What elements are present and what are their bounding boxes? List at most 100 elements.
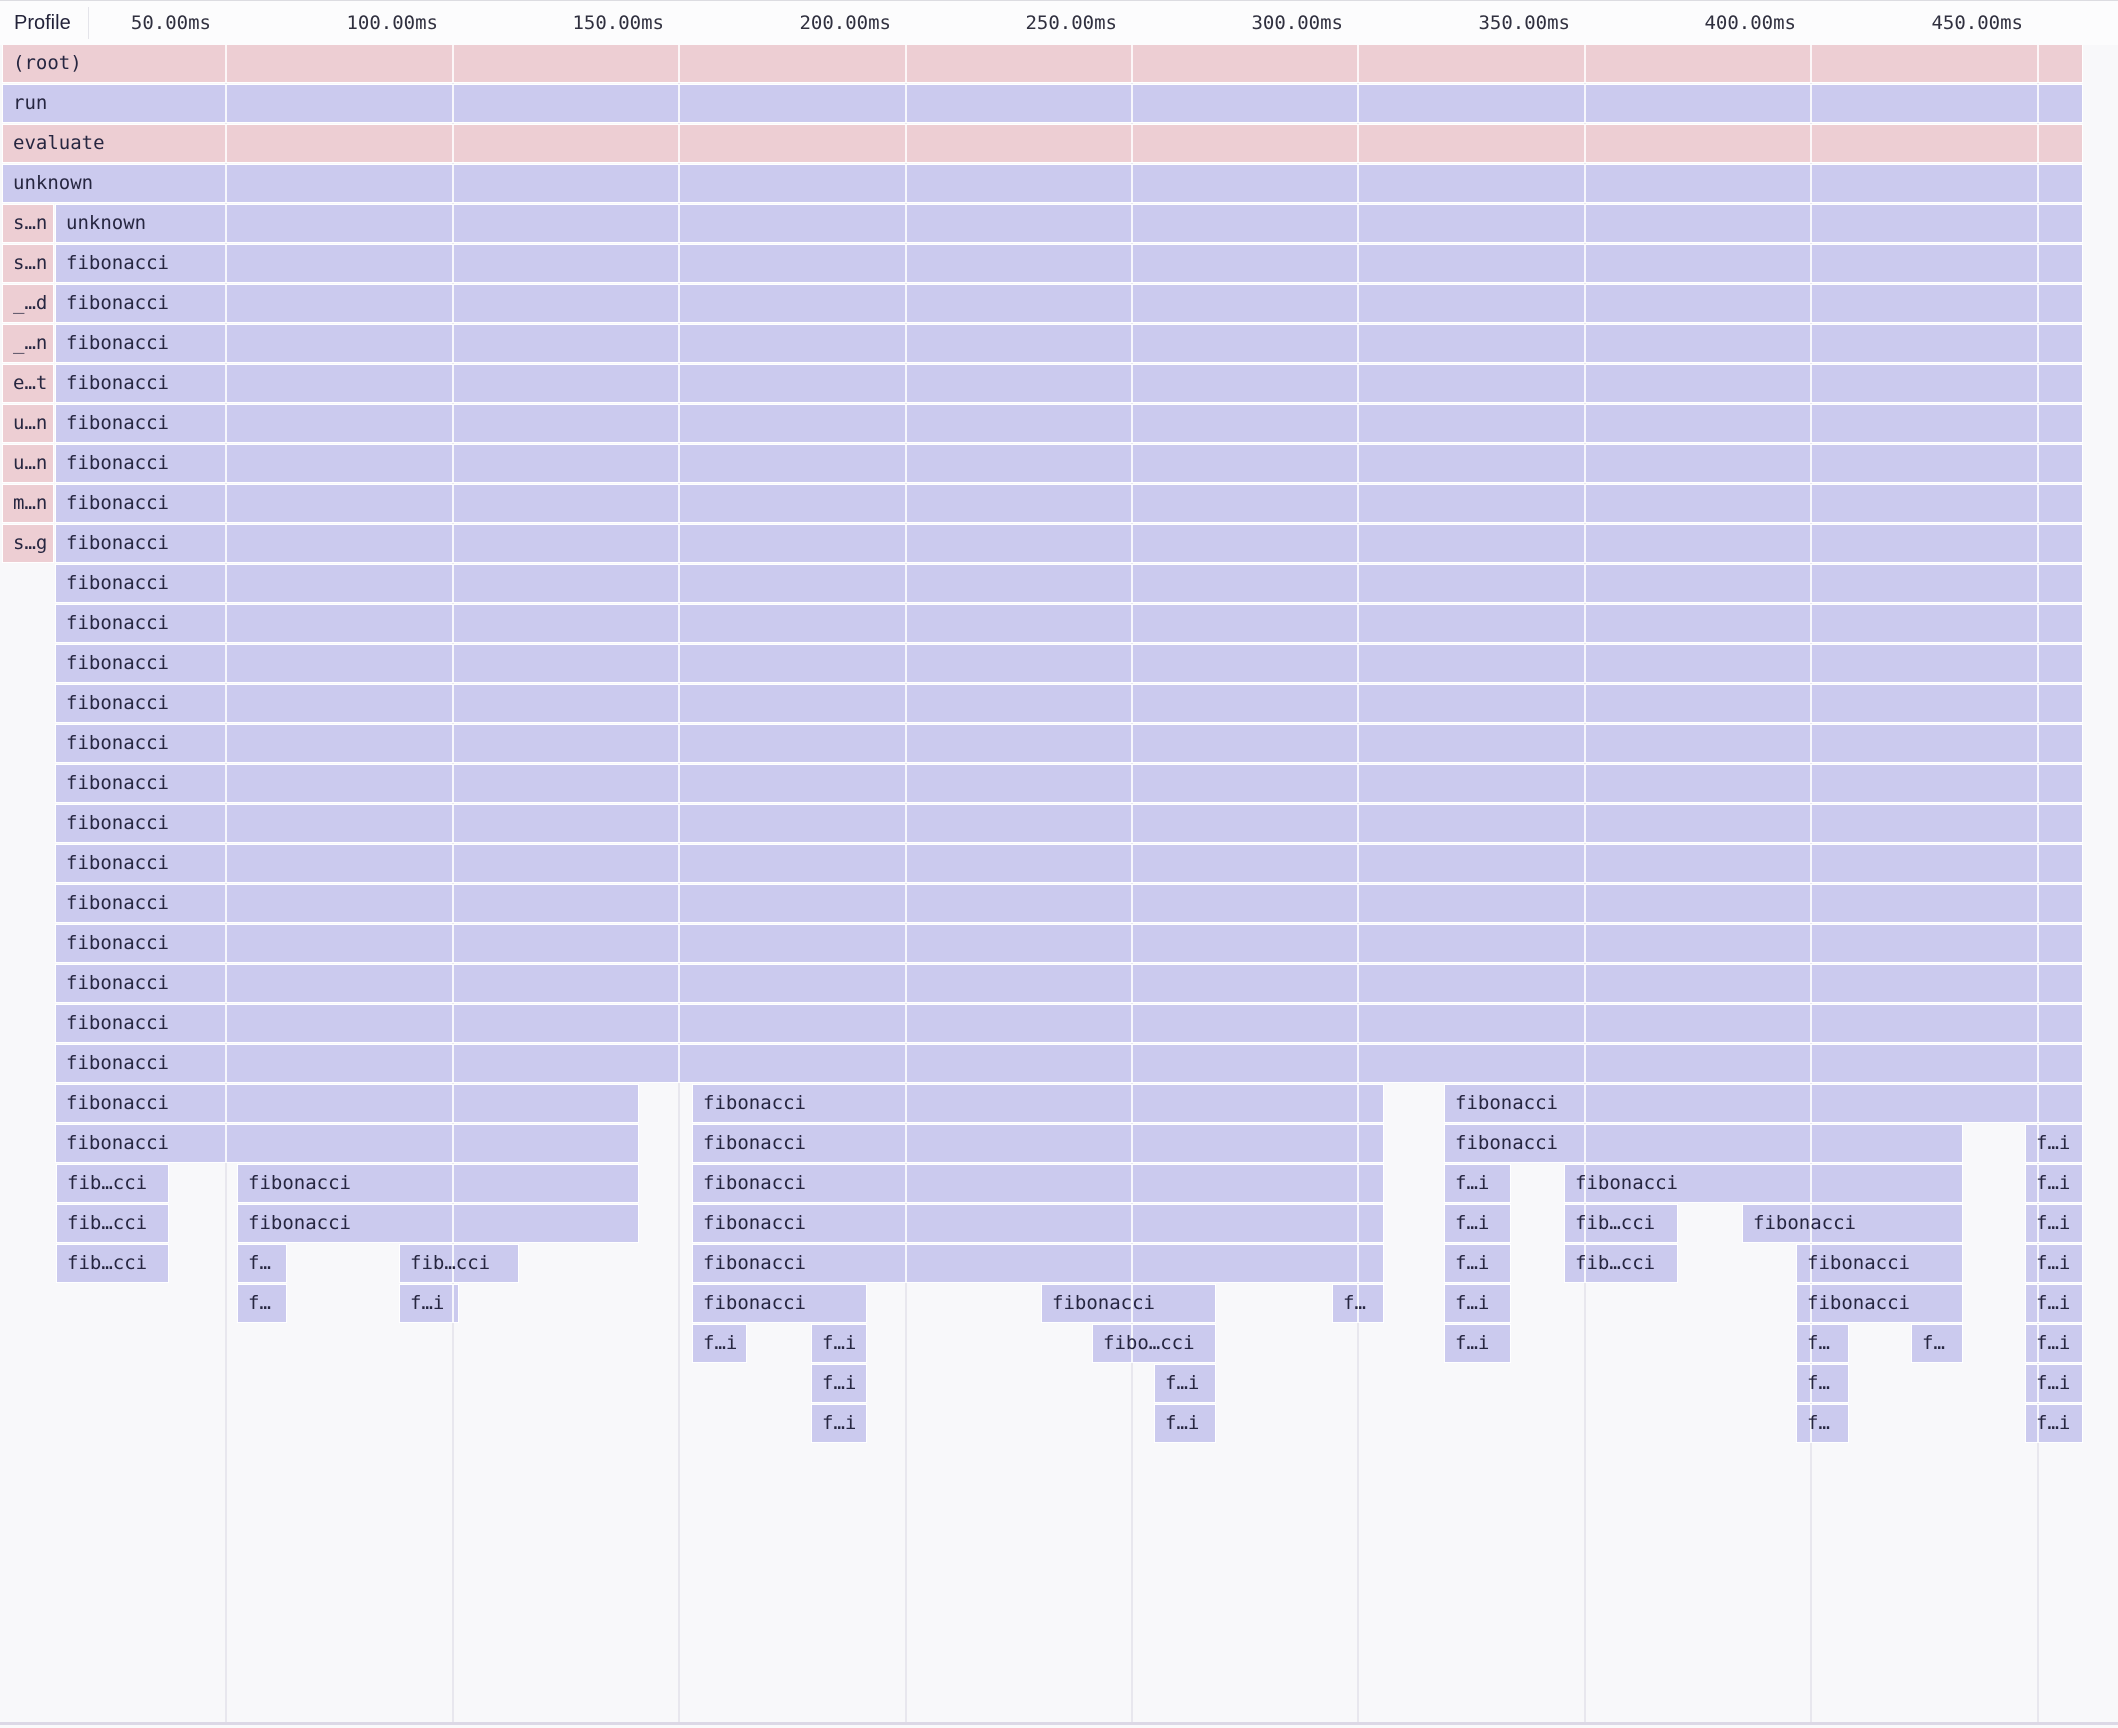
gridline-highlight <box>1810 725 1812 762</box>
flame-frame[interactable]: fib…cci <box>57 1165 168 1202</box>
flame-frame[interactable]: fibonacci <box>56 965 2082 1002</box>
gridline-highlight <box>1584 565 1586 602</box>
flame-frame[interactable]: f…i <box>1445 1205 1510 1242</box>
flame-frame[interactable]: e…t <box>3 365 53 402</box>
flame-frame[interactable]: f…i <box>2026 1205 2082 1242</box>
flame-frame[interactable]: fibonacci <box>56 805 2082 842</box>
flame-frame[interactable]: f…i <box>2026 1405 2082 1442</box>
flame-frame[interactable]: f…i <box>1445 1245 1510 1282</box>
flame-frame[interactable]: f…i <box>1155 1405 1215 1442</box>
flame-frame[interactable]: _…n <box>3 325 53 362</box>
flame-frame[interactable]: s…n <box>3 245 53 282</box>
profile-tab[interactable]: Profile <box>14 12 71 34</box>
flame-frame[interactable]: f…i <box>812 1405 866 1442</box>
flame-frame[interactable]: unknown <box>56 205 2082 242</box>
flame-frame[interactable]: evaluate <box>3 125 2082 162</box>
gridline-highlight <box>1810 1085 1812 1122</box>
flame-frame[interactable]: fibonacci <box>1042 1285 1215 1322</box>
flame-frame[interactable]: u…n <box>3 445 53 482</box>
flame-frame[interactable]: fibonacci <box>1797 1285 1962 1322</box>
flame-frame[interactable]: fibonacci <box>56 285 2082 322</box>
flame-frame[interactable]: f… <box>1797 1325 1848 1362</box>
flame-frame[interactable]: fibonacci <box>56 445 2082 482</box>
flame-frame[interactable]: fibonacci <box>56 685 2082 722</box>
flame-frame[interactable]: fibonacci <box>56 245 2082 282</box>
flame-frame[interactable]: f…i <box>400 1285 458 1322</box>
flame-frame[interactable]: fibonacci <box>56 645 2082 682</box>
flame-frame[interactable]: fib…cci <box>57 1245 168 1282</box>
flame-frame[interactable]: f…i <box>1155 1365 1215 1402</box>
flame-frame[interactable]: fibonacci <box>1445 1085 2082 1122</box>
flame-frame[interactable]: f…i <box>693 1325 746 1362</box>
gridline-highlight <box>1357 45 1359 82</box>
flame-frame[interactable]: f…i <box>812 1325 866 1362</box>
flame-frame[interactable]: f…i <box>1445 1285 1510 1322</box>
flame-frame[interactable]: fibonacci <box>693 1085 1383 1122</box>
flame-frame[interactable]: fibonacci <box>56 485 2082 522</box>
flame-frame[interactable]: unknown <box>3 165 2082 202</box>
flame-frame[interactable]: f…i <box>812 1365 866 1402</box>
gridline-highlight <box>2037 45 2039 82</box>
flame-frame[interactable]: (root) <box>3 45 2082 82</box>
flame-frame[interactable]: f… <box>1797 1405 1848 1442</box>
flame-frame[interactable]: f…i <box>2026 1285 2082 1322</box>
flame-frame[interactable]: f…i <box>2026 1325 2082 1362</box>
frame-label: f… <box>248 1252 271 1274</box>
flame-frame[interactable]: f…i <box>2026 1245 2082 1282</box>
flame-frame[interactable]: fibonacci <box>56 525 2082 562</box>
flame-frame[interactable]: fibonacci <box>693 1205 1383 1242</box>
flame-frame[interactable]: f… <box>1797 1365 1848 1402</box>
flame-frame[interactable]: fibonacci <box>693 1285 866 1322</box>
flame-frame[interactable]: fibonacci <box>56 885 2082 922</box>
gridline-highlight <box>452 125 454 162</box>
flame-frame[interactable]: fibonacci <box>693 1245 1383 1282</box>
flame-frame[interactable]: fibonacci <box>56 1085 638 1122</box>
flame-frame[interactable]: f… <box>238 1245 286 1282</box>
flame-frame[interactable]: fibonacci <box>1743 1205 1962 1242</box>
flame-frame[interactable]: fibonacci <box>56 845 2082 882</box>
flame-frame[interactable]: f…i <box>1445 1325 1510 1362</box>
flame-frame[interactable]: fibonacci <box>56 1125 638 1162</box>
flame-frame[interactable]: s…n <box>3 205 53 242</box>
flame-frame[interactable]: fibonacci <box>1565 1165 1962 1202</box>
flame-frame[interactable]: fibonacci <box>56 925 2082 962</box>
flame-frame[interactable]: _…d <box>3 285 53 322</box>
flame-frame[interactable]: fibonacci <box>56 765 2082 802</box>
flame-frame[interactable]: fibonacci <box>693 1165 1383 1202</box>
flame-frame[interactable]: f… <box>1912 1325 1962 1362</box>
flame-frame[interactable]: fibonacci <box>238 1165 638 1202</box>
flame-frame[interactable]: fibonacci <box>56 725 2082 762</box>
flame-frame[interactable]: fibonacci <box>693 1125 1383 1162</box>
flame-frame[interactable]: fib…cci <box>1565 1245 1677 1282</box>
flame-frame[interactable]: fibonacci <box>56 565 2082 602</box>
flame-frame[interactable]: fibonacci <box>1797 1245 1962 1282</box>
flame-frame[interactable]: f… <box>1333 1285 1383 1322</box>
flame-frame[interactable]: fibonacci <box>56 605 2082 642</box>
flame-frame[interactable]: fibonacci <box>238 1205 638 1242</box>
flame-frame[interactable]: f… <box>238 1285 286 1322</box>
flame-frame[interactable]: fib…cci <box>57 1205 168 1242</box>
flame-frame[interactable]: fibo…cci <box>1093 1325 1215 1362</box>
flame-frame[interactable]: fibonacci <box>56 1005 2082 1042</box>
flame-frame[interactable]: fibonacci <box>56 405 2082 442</box>
flame-frame[interactable]: fib…cci <box>400 1245 518 1282</box>
flame-frame[interactable]: s…g <box>3 525 53 562</box>
flame-frame[interactable]: fibonacci <box>56 1045 2082 1082</box>
flame-frame[interactable]: f…i <box>2026 1165 2082 1202</box>
frame-label: u…n <box>13 412 48 434</box>
frame-label: fibonacci <box>1575 1172 1678 1194</box>
gridline-highlight <box>2037 1045 2039 1082</box>
flame-frame[interactable]: m…n <box>3 485 53 522</box>
flame-frame[interactable]: f…i <box>2026 1125 2082 1162</box>
flame-frame[interactable]: f…i <box>1445 1165 1510 1202</box>
flame-frame[interactable]: u…n <box>3 405 53 442</box>
flame-frame[interactable]: fibonacci <box>56 365 2082 402</box>
flame-frame[interactable]: fibonacci <box>1445 1125 1962 1162</box>
flame-frame[interactable]: fib…cci <box>1565 1205 1677 1242</box>
gridline-highlight <box>678 325 680 362</box>
flame-frame[interactable]: f…i <box>2026 1365 2082 1402</box>
flame-frame[interactable]: run <box>3 85 2082 122</box>
flame-frame[interactable]: fibonacci <box>56 325 2082 362</box>
